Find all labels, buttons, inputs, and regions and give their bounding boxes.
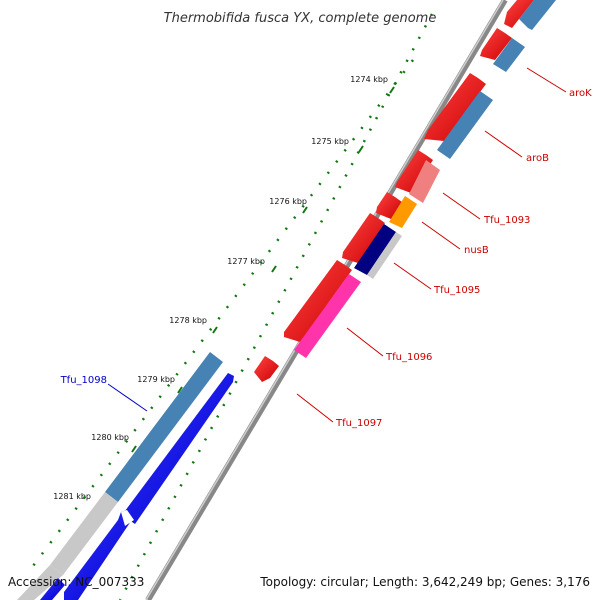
leader-line	[526, 67, 567, 93]
major-tick	[177, 386, 183, 394]
map-title: Thermobifida fusca YX, complete genome	[164, 11, 437, 26]
gene-label-aroB[interactable]: aroB	[526, 153, 549, 164]
gene-label-aroK[interactable]: aroK	[569, 88, 592, 99]
gene-arrow-fwd[interactable]	[480, 28, 512, 60]
inner-tick-ring	[29, 59, 414, 571]
major-tick	[271, 265, 277, 273]
leader-line	[107, 383, 148, 412]
cog-block-Tfu_1098[interactable]	[105, 352, 223, 502]
gene-labels: aroK aroB Tfu_1093 nusB Tfu_1095 Tfu_109…	[60, 88, 593, 429]
gene-label-Tfu_1096[interactable]: Tfu_1096	[385, 352, 432, 363]
leader-line	[296, 393, 334, 423]
cog-block-edge	[367, 232, 402, 279]
outer-tick-ring	[118, 13, 434, 600]
gene-gap	[121, 510, 134, 526]
cog-block[interactable]	[437, 91, 493, 159]
gene-arrow-fwd[interactable]	[284, 260, 352, 342]
gene-arrow-aroB-fwd[interactable]	[424, 73, 486, 141]
scale-label: 1281 kbp	[53, 492, 91, 501]
gene-arrow-Tfu_1097-fwd[interactable]	[254, 356, 279, 382]
gene-label-Tfu_1097[interactable]: Tfu_1097	[335, 418, 382, 429]
gene-arrow-fwd[interactable]	[376, 192, 402, 219]
major-tick	[131, 445, 137, 453]
scale-label: 1274 kbp	[350, 75, 388, 84]
gene-label-Tfu_1098[interactable]: Tfu_1098	[60, 375, 107, 386]
leader-line	[484, 130, 523, 158]
cog-block-Tfu_1093[interactable]	[409, 160, 440, 203]
scale-label: 1280 kbp	[91, 433, 129, 442]
major-tick	[389, 86, 395, 94]
gene-label-nusB[interactable]: nusB	[464, 245, 489, 256]
gene-label-Tfu_1093[interactable]: Tfu_1093	[483, 215, 530, 226]
reverse-track	[17, 352, 234, 600]
cog-block-gray[interactable]	[17, 565, 63, 600]
leader-line	[421, 221, 461, 250]
cog-block-Tfu_1096[interactable]	[294, 274, 361, 358]
cog-block-gray[interactable]	[50, 492, 118, 575]
gene-arrow-rev[interactable]	[40, 578, 65, 600]
scale-label: 1275 kbp	[311, 137, 349, 146]
gene-arrow-aroK-fwd[interactable]	[504, 0, 534, 28]
forward-cds-track	[254, 0, 534, 382]
gene-label-Tfu_1095[interactable]: Tfu_1095	[433, 285, 480, 296]
cog-block-Tfu_1095[interactable]	[354, 224, 396, 275]
leader-line	[393, 262, 432, 290]
scale-label: 1277 kbp	[227, 257, 265, 266]
leader-line	[346, 327, 384, 357]
major-tick	[358, 145, 364, 153]
scale-label: 1279 kbp	[137, 375, 175, 384]
scale-label: 1278 kbp	[169, 316, 207, 325]
leader-line	[442, 192, 481, 220]
gene-arrow-fwd[interactable]	[342, 213, 385, 263]
accession-text: Accession: NC_007333	[8, 575, 144, 589]
forward-cog-track	[294, 0, 556, 358]
label-leaders	[107, 67, 567, 423]
cog-block-nusB[interactable]	[389, 196, 417, 228]
major-tick	[302, 206, 308, 214]
scale-label: 1276 kbp	[269, 197, 307, 206]
major-tick	[212, 326, 218, 334]
cog-block[interactable]	[519, 0, 556, 30]
gene-arrow-rev[interactable]	[64, 510, 133, 600]
cog-block[interactable]	[493, 38, 525, 72]
gene-arrow-Tfu_1098-rev[interactable]	[122, 373, 234, 524]
genome-summary-text: Topology: circular; Length: 3,642,249 bp…	[259, 575, 590, 589]
gene-arrow-fwd[interactable]	[395, 150, 433, 193]
